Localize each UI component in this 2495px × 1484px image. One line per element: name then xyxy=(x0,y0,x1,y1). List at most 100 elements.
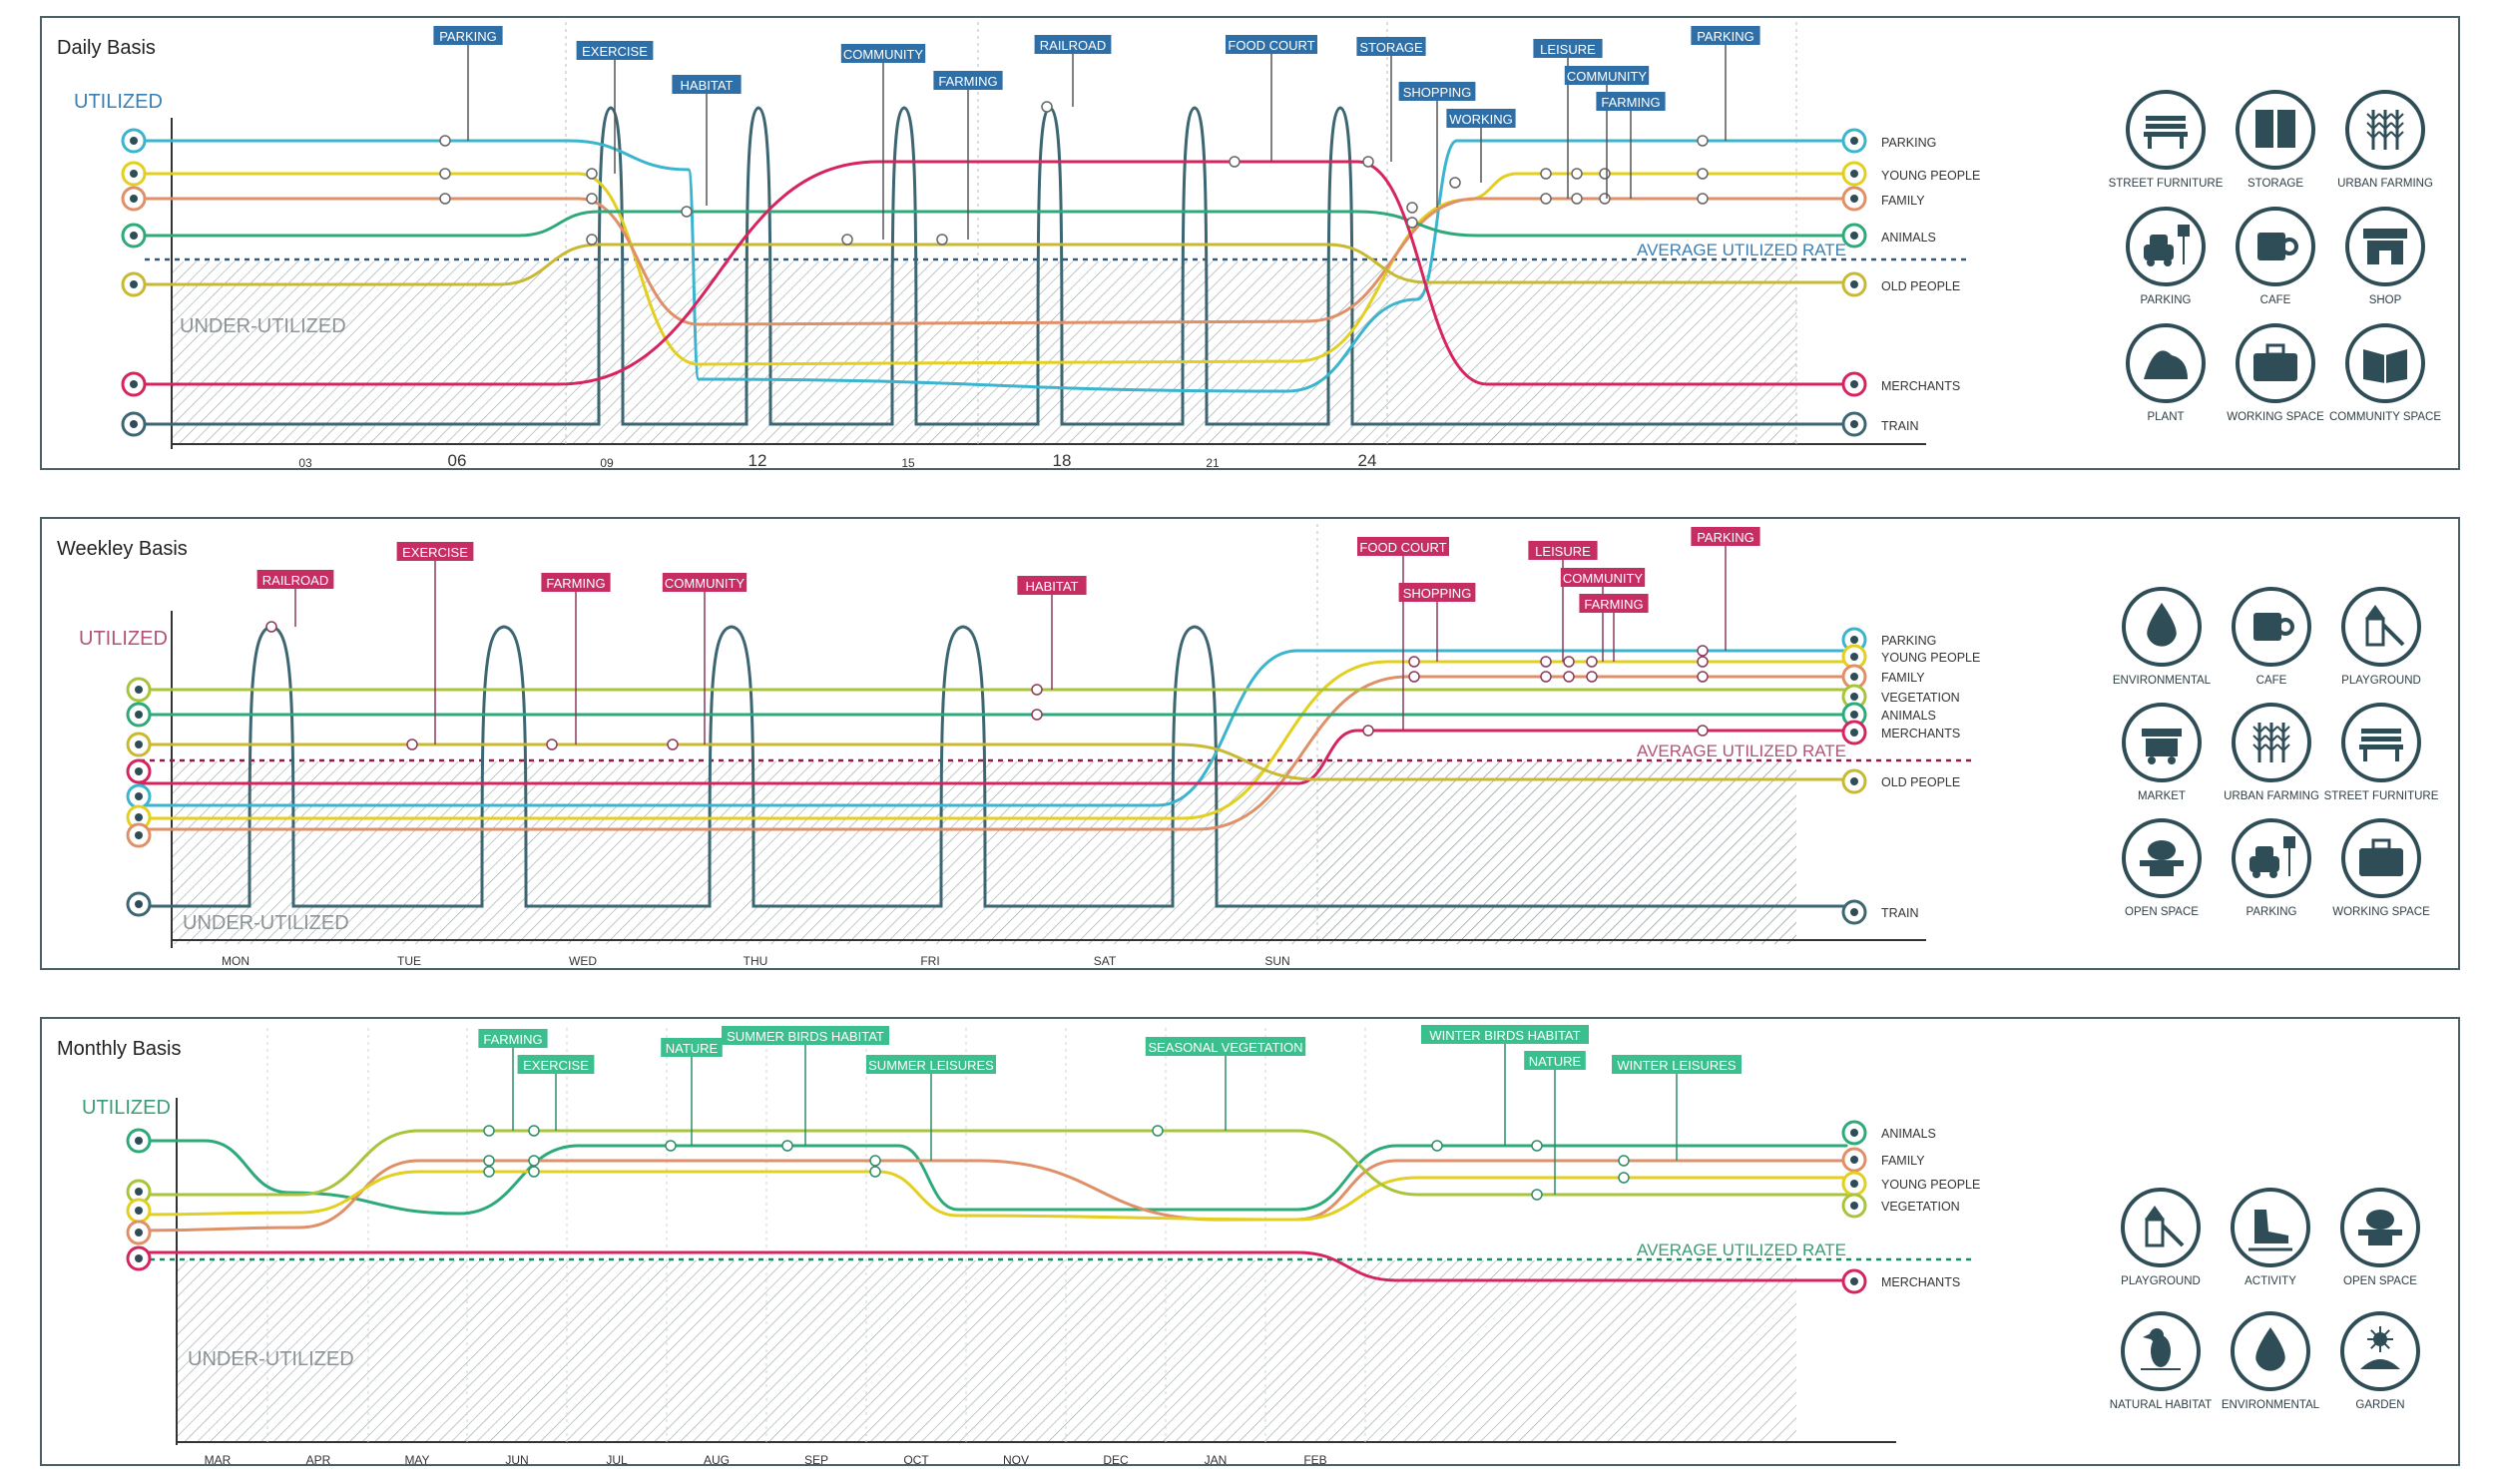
marker-point xyxy=(1031,684,1043,696)
marker-point xyxy=(1531,1189,1543,1201)
series-label: PARKING xyxy=(1881,136,1936,150)
series-label: ANIMALS xyxy=(1881,1127,1936,1141)
category-tag-label: SUMMER BIRDS HABITAT xyxy=(727,1029,884,1044)
open-space-icon xyxy=(2340,1188,2420,1267)
under-utilized-label: UNDER-UTILIZED xyxy=(180,315,346,337)
axis-tick-label: 18 xyxy=(1053,451,1072,470)
old-people-line xyxy=(128,243,1848,286)
legend: STREET FURNITURE STORAGE URBAN FARMING PARK… xyxy=(2109,90,2441,423)
bird-icon xyxy=(126,702,152,728)
axis-tick-label: DEC xyxy=(1103,1453,1129,1467)
legend-label: STORAGE xyxy=(2247,178,2303,190)
environmental-icon xyxy=(2231,1311,2310,1391)
car-icon xyxy=(126,783,152,809)
average-label: AVERAGE UTILIZED RATE xyxy=(1637,742,1846,760)
series-label: FAMILY xyxy=(1881,671,1925,685)
axis-tick-label: JUN xyxy=(505,1453,528,1467)
marker-point xyxy=(781,1140,793,1152)
category-tag: COMMUNITY xyxy=(662,573,748,744)
merchant-icon xyxy=(1841,1268,1867,1294)
marker-point xyxy=(586,168,598,180)
street-furniture-icon xyxy=(2341,703,2421,782)
axis-tick-label: JAN xyxy=(1205,1453,1228,1467)
category-tag: PARKING xyxy=(1691,26,1760,141)
family-icon xyxy=(121,186,147,212)
marker-point xyxy=(1531,1140,1543,1152)
marker-point xyxy=(528,1166,540,1178)
series-label: OLD PEOPLE xyxy=(1881,279,1960,293)
old-people-icon xyxy=(1841,271,1867,297)
animals-line xyxy=(128,210,1848,238)
family-line xyxy=(128,197,1848,326)
average-label: AVERAGE UTILIZED RATE xyxy=(1637,1240,1846,1259)
marker-point xyxy=(1697,671,1709,683)
category-tag-label: FARMING xyxy=(483,1032,542,1047)
axis-tick-label: THU xyxy=(744,954,768,968)
marker-point xyxy=(406,739,418,750)
car-icon xyxy=(121,128,147,154)
marker-point xyxy=(1406,217,1418,229)
young-people-icon xyxy=(121,161,147,187)
legend-label: CAFE xyxy=(2260,294,2291,306)
category-tag-label: EXERCISE xyxy=(523,1058,589,1073)
category-tag: SHOPPING xyxy=(1398,583,1476,662)
merchants-line xyxy=(138,1250,1848,1282)
series-label: FAMILY xyxy=(1881,1154,1925,1168)
category-tag-label: FOOD COURT xyxy=(1228,38,1314,53)
series-label: VEGETATION xyxy=(1881,691,1960,705)
category-tag-label: COMMUNITY xyxy=(843,47,923,62)
marker-point xyxy=(483,1125,495,1137)
marker-point xyxy=(1697,725,1709,737)
category-tag: RAILROAD xyxy=(1034,35,1112,107)
series-label: VEGETATION xyxy=(1881,1200,1960,1214)
category-tag-label: HABITAT xyxy=(1026,579,1079,594)
under-utilized-label: UNDER-UTILIZED xyxy=(188,1348,354,1370)
category-tag-label: FARMING xyxy=(546,576,605,591)
urban-farming-icon xyxy=(2345,90,2425,170)
marker-point xyxy=(265,621,277,633)
axis-tick-label: 09 xyxy=(600,456,614,470)
category-tag-label: SUMMER LEISURES xyxy=(868,1058,994,1073)
series-label: YOUNG PEOPLE xyxy=(1881,1178,1980,1192)
marker-point xyxy=(1041,101,1053,113)
category-tag-label: RAILROAD xyxy=(262,573,328,588)
series-label: ANIMALS xyxy=(1881,709,1936,723)
category-tag-label: LEISURE xyxy=(1540,42,1596,57)
category-tag: FOOD COURT xyxy=(1226,35,1317,162)
series-label: ANIMALS xyxy=(1881,231,1936,245)
young-people-icon xyxy=(1841,644,1867,670)
train-icon xyxy=(121,411,147,437)
category-tag: HABITAT xyxy=(672,75,742,206)
merchant-icon xyxy=(126,1245,152,1271)
category-tag: FARMING xyxy=(1596,92,1666,199)
series-label: FAMILY xyxy=(1881,194,1925,208)
category-tag-label: COMMUNITY xyxy=(1567,69,1647,84)
marker-point xyxy=(1697,168,1709,180)
old-people-icon xyxy=(121,271,147,297)
marker-point xyxy=(1563,671,1575,683)
axis-tick-label: NOV xyxy=(1003,1453,1029,1467)
marker-point xyxy=(483,1166,495,1178)
category-tag: EXERCISE xyxy=(576,41,654,174)
category-tag-label: PARKING xyxy=(439,29,497,44)
marker-point xyxy=(1563,656,1575,668)
marker-point xyxy=(586,193,598,205)
monthly-basis-panel: Monthly Basis UTILIZED UNDER-UTILIZED AVERA… xyxy=(40,1017,2460,1467)
axis-tick-label: APR xyxy=(306,1453,331,1467)
category-tag: WORKING xyxy=(1446,109,1516,183)
parking-line xyxy=(128,139,1848,393)
marker-point xyxy=(1362,156,1374,168)
marker-point xyxy=(1697,193,1709,205)
family-icon xyxy=(126,822,152,848)
garden-icon xyxy=(2340,1311,2420,1391)
open-space-icon xyxy=(2122,818,2202,898)
legend-label: PLAYGROUND xyxy=(2121,1275,2201,1287)
merchants-line xyxy=(128,160,1848,386)
category-tag: STORAGE xyxy=(1356,37,1426,162)
category-tag: SUMMER LEISURES xyxy=(866,1055,996,1161)
marker-point xyxy=(1618,1172,1630,1184)
legend: ENVIRONMENTAL CAFE PLAYGROUND MARKET URBAN F… xyxy=(2113,587,2439,918)
legend-label: PLANT xyxy=(2147,411,2184,423)
series-label: TRAIN xyxy=(1881,419,1919,433)
